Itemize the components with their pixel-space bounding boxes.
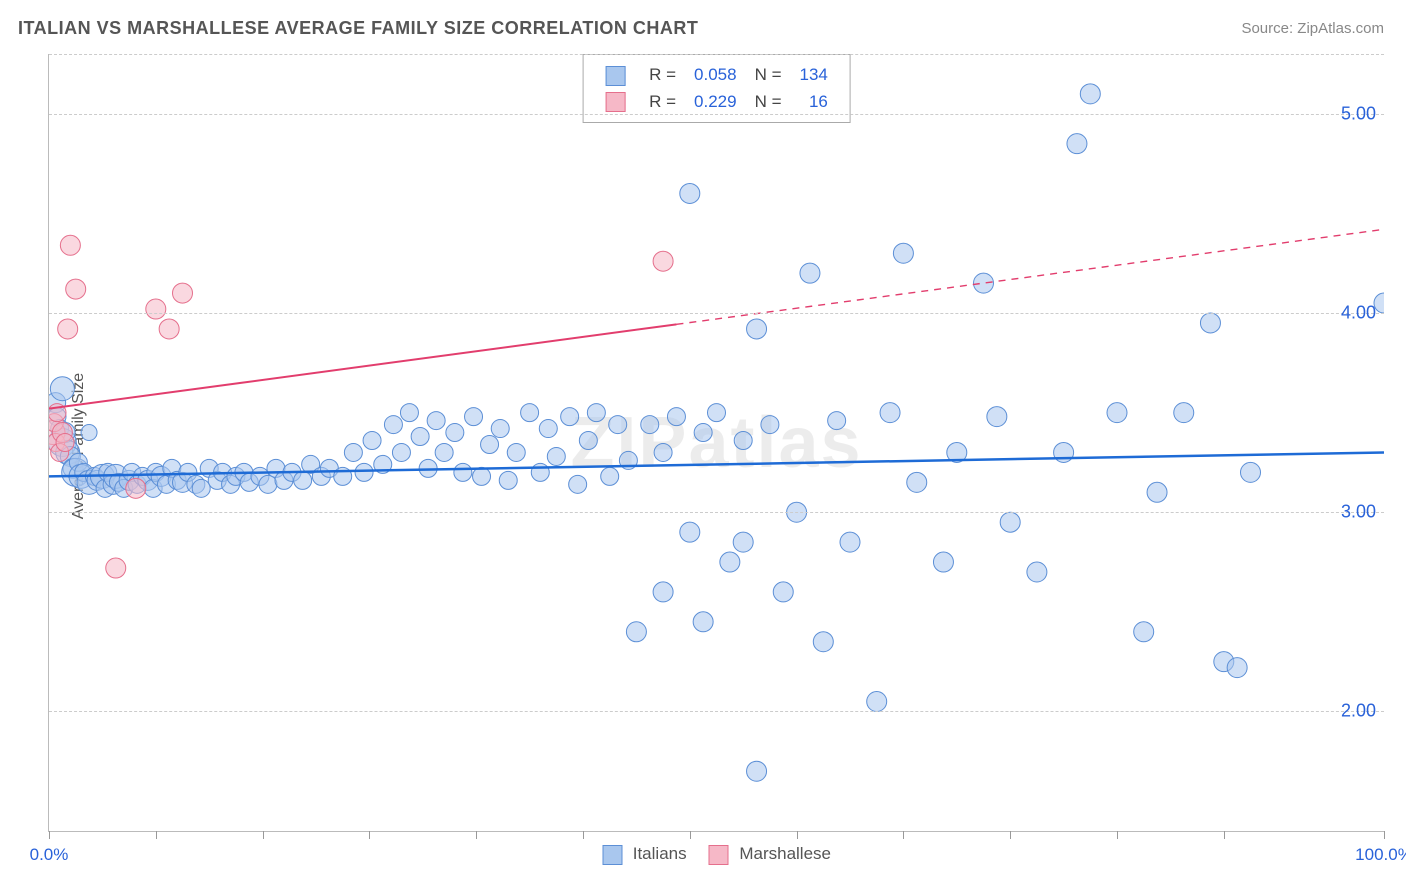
- series-marshallese: Marshallese: [709, 844, 831, 865]
- swatch-icon: [709, 845, 729, 865]
- chart-title: ITALIAN VS MARSHALLESE AVERAGE FAMILY SI…: [18, 18, 698, 39]
- series-legend: Italians Marshallese: [602, 844, 831, 865]
- plot-area: ZIPatlas R =0.058N =134R =0.229N =16 Ita…: [48, 54, 1384, 832]
- source-label: Source: ZipAtlas.com: [1241, 20, 1384, 37]
- stats-legend: R =0.058N =134R =0.229N =16: [582, 54, 851, 123]
- swatch-icon: [602, 845, 622, 865]
- series-label: Marshallese: [739, 844, 831, 863]
- series-italians: Italians: [602, 844, 687, 865]
- series-label: Italians: [633, 844, 687, 863]
- scatter-svg: [49, 54, 1384, 831]
